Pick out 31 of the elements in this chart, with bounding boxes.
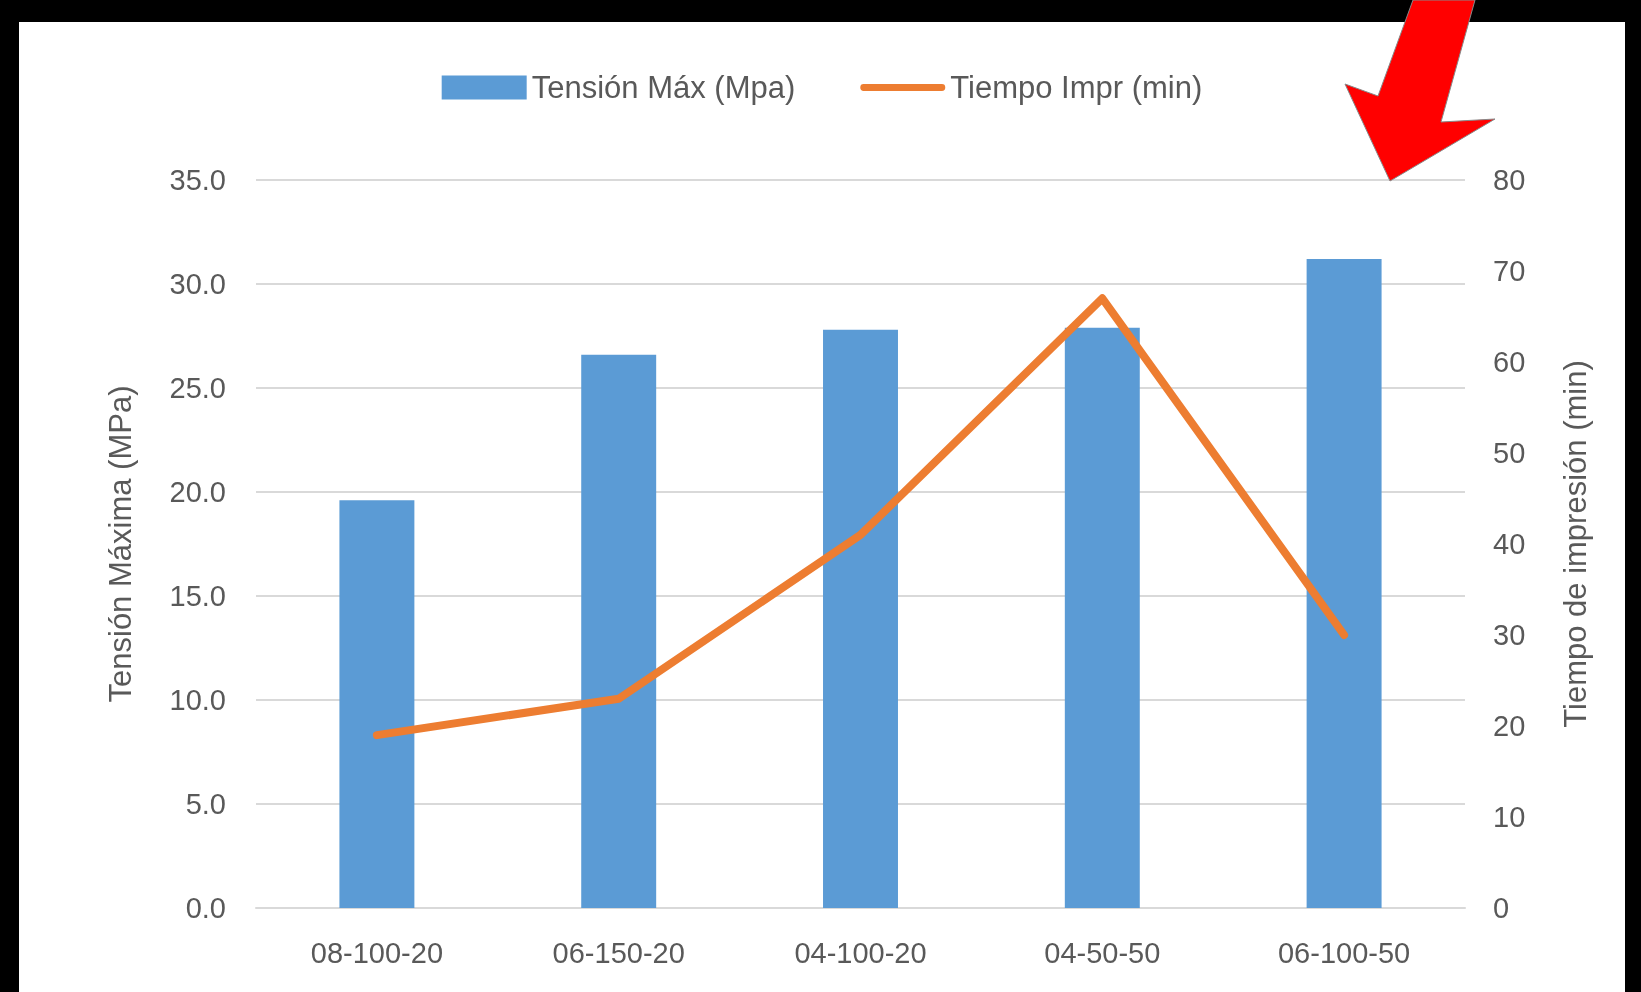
y2-tick-label: 0 bbox=[1493, 892, 1510, 924]
x-tick-label: 04-50-50 bbox=[1044, 936, 1161, 969]
legend-label: Tensión Máx (Mpa) bbox=[531, 70, 796, 105]
y-tick-label: 20.0 bbox=[169, 476, 226, 508]
bar bbox=[581, 354, 657, 908]
x-tick-label: 08-100-20 bbox=[310, 936, 444, 969]
bar bbox=[823, 329, 898, 908]
bar bbox=[339, 500, 415, 908]
y-tick-label: 0.0 bbox=[185, 892, 226, 924]
x-tick-label: 06-150-20 bbox=[552, 936, 685, 969]
y2-tick-label: 40 bbox=[1493, 528, 1526, 560]
y-tick-label: 35.0 bbox=[169, 164, 226, 196]
y2-tick-label: 20 bbox=[1493, 710, 1526, 742]
y2-tick-label: 10 bbox=[1493, 801, 1526, 833]
y2-axis-title: Tiempo de impresión (min) bbox=[1558, 360, 1593, 728]
y-tick-label: 10.0 bbox=[169, 684, 226, 716]
x-tick-label: 04-100-20 bbox=[794, 936, 927, 969]
y-tick-label: 25.0 bbox=[169, 372, 226, 404]
y2-tick-label: 60 bbox=[1493, 346, 1526, 378]
y-axis-title: Tensión Máxima (MPa) bbox=[103, 385, 138, 703]
bar bbox=[1306, 259, 1382, 908]
legend-label: Tiempo Impr (min) bbox=[950, 70, 1203, 105]
y-tick-label: 15.0 bbox=[169, 580, 226, 612]
y2-tick-label: 70 bbox=[1493, 255, 1526, 287]
bar bbox=[1064, 327, 1140, 908]
x-tick-label: 06-100-50 bbox=[1277, 936, 1411, 969]
y-tick-label: 30.0 bbox=[169, 268, 226, 300]
y2-tick-label: 50 bbox=[1493, 437, 1526, 469]
y-tick-label: 5.0 bbox=[185, 788, 226, 820]
y2-tick-label: 80 bbox=[1493, 164, 1526, 196]
y2-tick-label: 30 bbox=[1493, 619, 1526, 651]
